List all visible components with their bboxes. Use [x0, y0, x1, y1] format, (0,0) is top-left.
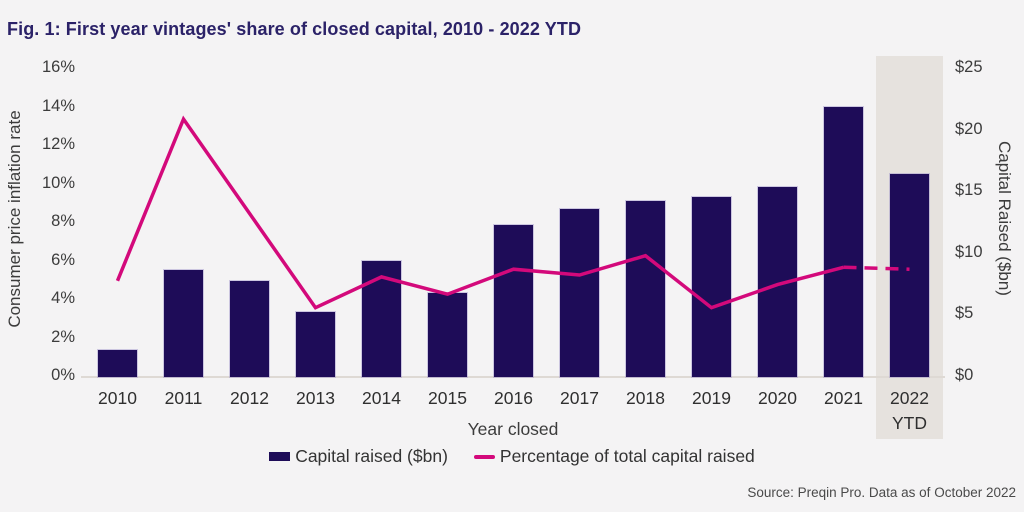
x-label-line: 2021	[824, 388, 863, 408]
right-tick-$15: $15	[955, 181, 983, 200]
legend: Capital raised ($bn) Percentage of total…	[0, 446, 1024, 467]
left-tick-14%: 14%	[41, 96, 75, 115]
x-label-line: 2020	[758, 388, 797, 408]
x-label-2019: 2019	[679, 386, 745, 411]
x-label-2016: 2016	[481, 386, 547, 411]
legend-label: Percentage of total capital raised	[499, 446, 755, 466]
bar-2019	[692, 197, 731, 377]
x-label-line: 2015	[428, 388, 467, 408]
x-label-line: 2016	[494, 388, 533, 408]
bar-2016	[494, 225, 533, 377]
x-label-line: 2010	[98, 388, 137, 408]
bar-2021	[824, 107, 863, 377]
source-note: Source: Preqin Pro. Data as of October 2…	[747, 485, 1016, 500]
x-label-2022-YTD: 2022 YTD	[877, 386, 943, 436]
bar-2011	[164, 269, 203, 377]
x-label-line: 2022	[890, 388, 929, 408]
x-axis-title: Year closed	[467, 419, 559, 439]
left-tick-0%: 0%	[51, 366, 75, 384]
line-swatch-icon	[473, 454, 495, 459]
bar-2014	[362, 261, 401, 377]
x-label-2011: 2011	[151, 386, 217, 411]
x-label-2017: 2017	[547, 386, 613, 411]
left-tick-6%: 6%	[51, 250, 75, 269]
chart-title: Fig. 1: First year vintages' share of cl…	[7, 19, 582, 39]
x-label-2018: 2018	[613, 386, 679, 411]
legend-item-percentage: Percentage of total capital raised	[473, 446, 755, 467]
x-label-line: 2018	[626, 388, 665, 408]
bar-swatch-icon	[269, 452, 291, 461]
legend-item-capital-raised: Capital raised ($bn)	[269, 446, 448, 467]
x-label-line: 2014	[362, 388, 401, 408]
x-label-line: 2019	[692, 388, 731, 408]
x-axis-baseline	[81, 376, 945, 378]
bar-2012	[230, 280, 269, 377]
x-label-line: 2011	[164, 388, 203, 408]
x-label-line: 2012	[230, 388, 269, 408]
left-tick-16%: 16%	[41, 58, 75, 76]
left-tick-4%: 4%	[51, 289, 75, 307]
right-tick-$5: $5	[955, 304, 974, 323]
x-label-line: 2017	[560, 388, 599, 408]
x-label-2021: 2021	[811, 386, 877, 411]
x-label-2020: 2020	[745, 386, 811, 411]
right-tick-$0: $0	[955, 366, 974, 384]
legend-label: Capital raised ($bn)	[295, 446, 448, 466]
right-tick-$10: $10	[955, 242, 983, 261]
bar-2010	[98, 349, 137, 377]
left-tick-8%: 8%	[51, 212, 75, 230]
x-label-line: YTD	[892, 413, 927, 433]
x-label-2015: 2015	[415, 386, 481, 411]
left-tick-2%: 2%	[51, 327, 75, 346]
right-tick-$25: $25	[955, 58, 983, 76]
x-label-2012: 2012	[217, 386, 283, 411]
x-label-line: 2013	[296, 388, 335, 408]
x-label-2014: 2014	[349, 386, 415, 411]
left-tick-12%: 12%	[41, 135, 75, 153]
bar-2013	[296, 311, 335, 377]
x-label-2010: 2010	[85, 386, 151, 411]
x-label-2013: 2013	[283, 386, 349, 411]
left-tick-10%: 10%	[41, 173, 75, 192]
bar-2022-YTD	[890, 173, 929, 377]
bar-2017	[560, 209, 599, 377]
line-solid-segment	[115, 115, 844, 310]
right-axis-title: Capital Raised ($bn)	[995, 140, 1014, 296]
bar-2015	[428, 293, 467, 377]
bar-2018	[626, 200, 665, 377]
right-tick-$20: $20	[955, 119, 983, 138]
bar-2020	[758, 187, 797, 377]
